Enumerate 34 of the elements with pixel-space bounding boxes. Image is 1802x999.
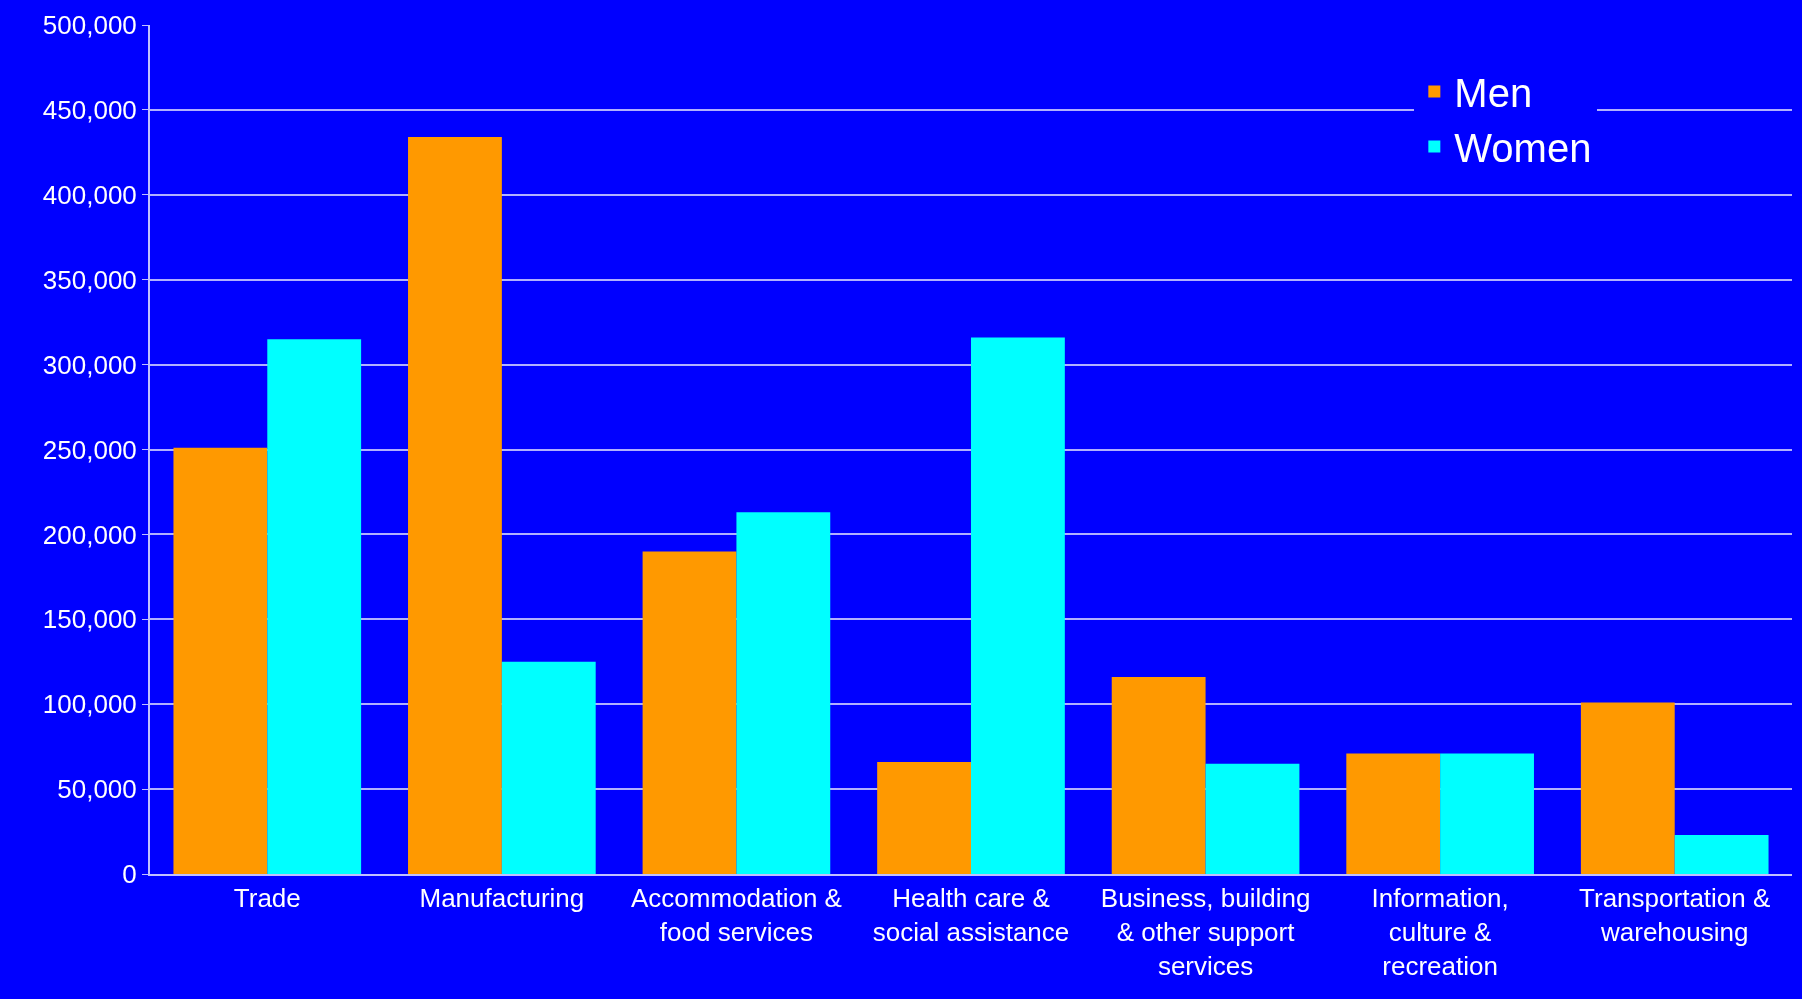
bar xyxy=(971,337,1065,874)
x-tick-label: Transportation & warehousing xyxy=(1579,883,1771,947)
y-tick-label: 50,000 xyxy=(57,774,137,805)
bar xyxy=(1580,702,1675,874)
x-tick-label: Health care & social assistance xyxy=(872,883,1070,947)
x-tick-label: Manufacturing xyxy=(419,883,585,914)
x-tick-label: Business, building & other support services xyxy=(1100,883,1311,981)
bar xyxy=(408,137,502,874)
x-tick-label: Information, culture & recreation xyxy=(1371,883,1509,981)
y-tick-label: 0 xyxy=(122,859,137,890)
bar xyxy=(736,512,831,874)
bar xyxy=(1111,677,1206,874)
bar xyxy=(1205,763,1300,874)
y-tick-label: 350,000 xyxy=(42,264,137,295)
bar xyxy=(1674,834,1769,874)
y-tick-label: 250,000 xyxy=(42,434,137,465)
y-tick-label: 300,000 xyxy=(42,349,137,380)
y-tick-label: 200,000 xyxy=(42,519,137,550)
bar xyxy=(877,761,971,874)
legend-label: Women xyxy=(1454,126,1592,171)
x-tick-label: Accommodation & food services xyxy=(630,883,842,947)
y-tick-label: 450,000 xyxy=(42,95,137,125)
bar xyxy=(267,339,362,874)
y-tick-label: 400,000 xyxy=(42,179,137,210)
legend-label: Men xyxy=(1454,71,1533,116)
y-tick-label: 500,000 xyxy=(42,10,137,41)
bar xyxy=(1346,753,1441,874)
x-tick-label: Trade xyxy=(233,883,301,914)
y-tick-label: 100,000 xyxy=(42,689,137,720)
bar xyxy=(501,661,596,874)
bar xyxy=(642,551,737,874)
bar xyxy=(1440,753,1534,874)
bar xyxy=(173,447,268,874)
y-tick-label: 150,000 xyxy=(42,604,137,635)
